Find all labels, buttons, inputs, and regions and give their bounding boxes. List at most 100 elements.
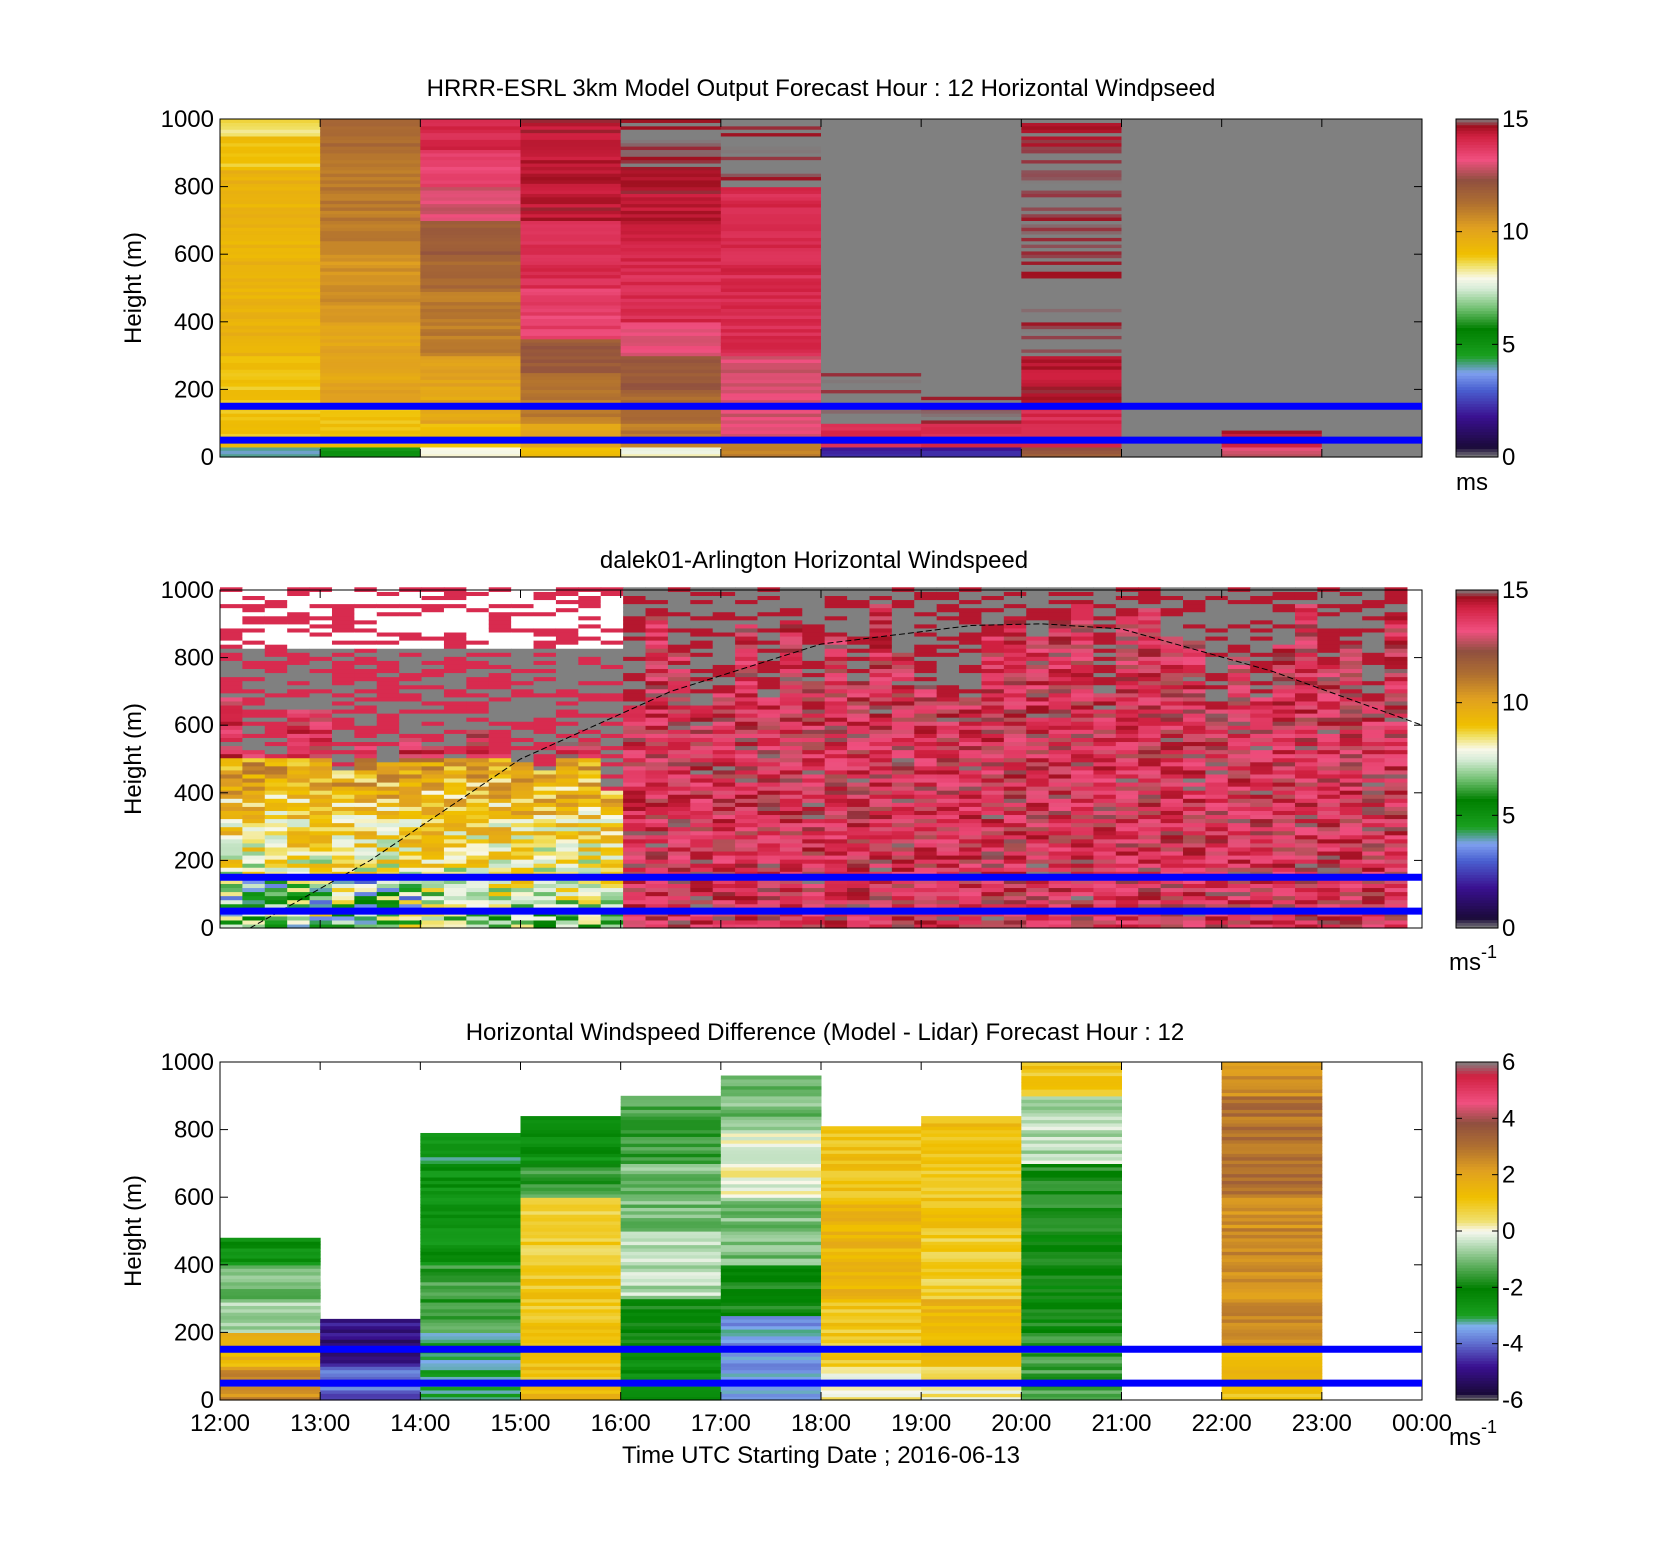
heatmap-cell (1160, 733, 1184, 738)
heatmap-cell (1026, 891, 1050, 897)
heatmap-cell (847, 923, 870, 929)
heatmap-cell (1321, 362, 1423, 367)
heatmap-cell (1093, 850, 1117, 856)
heatmap-cell (1138, 652, 1162, 657)
heatmap-cell (488, 652, 512, 657)
heatmap-cell (645, 644, 669, 649)
heatmap-cell (533, 802, 557, 807)
heatmap-cell (354, 765, 378, 771)
colorbar-segment (1456, 440, 1498, 444)
heatmap-cell (921, 196, 1022, 201)
heatmap-cell (1121, 389, 1223, 394)
heatmap-cell (645, 591, 669, 597)
heatmap-cell (779, 603, 803, 609)
heatmap-cell (869, 826, 893, 832)
heatmap-cell (220, 372, 321, 377)
heatmap-cell (420, 450, 521, 455)
heatmap-cell (779, 599, 803, 605)
heatmap-cell (1093, 684, 1117, 690)
heatmap-cell (645, 708, 669, 714)
heatmap-cell (354, 640, 378, 645)
heatmap-cell (578, 798, 602, 803)
heatmap-cell (555, 846, 579, 852)
heatmap-cell (1138, 607, 1162, 613)
heatmap-cell (287, 615, 311, 621)
heatmap-cell (443, 765, 467, 771)
heatmap-cell (420, 429, 521, 434)
heatmap-cell (443, 717, 467, 722)
heatmap-cell (821, 416, 922, 421)
heatmap-cell (620, 142, 722, 147)
heatmap-cell (936, 623, 960, 629)
heatmap-cell (466, 919, 490, 925)
heatmap-cell (220, 311, 321, 316)
heatmap-cell (1026, 895, 1050, 901)
heatmap-cell (220, 301, 321, 306)
heatmap-cell (354, 623, 378, 629)
heatmap-cell (376, 773, 400, 779)
heatmap-cell (1093, 680, 1117, 686)
heatmap-cell (1138, 749, 1162, 755)
heatmap-cell (331, 923, 355, 929)
heatmap-cell (1093, 757, 1117, 763)
heatmap-cell (824, 826, 848, 832)
heatmap-cell (242, 781, 266, 787)
heatmap-cell (376, 627, 400, 633)
heatmap-cell (1071, 684, 1094, 690)
colorbar-segment (1456, 245, 1498, 250)
heatmap-cell (376, 790, 400, 795)
heatmap-cell (1115, 615, 1139, 621)
heatmap-cell (331, 640, 355, 645)
heatmap-cell (511, 810, 535, 816)
heatmap-cell (420, 409, 521, 414)
heatmap-cell (891, 680, 915, 686)
heatmap-cell (720, 176, 822, 181)
heatmap-cell (735, 854, 758, 860)
heatmap-cell (921, 443, 1022, 448)
heatmap-cell (488, 838, 512, 844)
heatmap-cell (488, 644, 512, 649)
heatmap-cell (802, 652, 826, 657)
heatmap-cell (220, 179, 321, 184)
heatmap-cell (690, 810, 714, 816)
heatmap-cell (1048, 810, 1072, 816)
heatmap-cell (712, 684, 736, 690)
heatmap-cell (1115, 903, 1139, 909)
heatmap-cell (959, 644, 982, 649)
heatmap-cell (264, 733, 288, 738)
heatmap-cell (354, 721, 378, 726)
heatmap-cell (1026, 753, 1050, 759)
heatmap-cell (779, 704, 803, 710)
heatmap-cell (1048, 786, 1072, 791)
heatmap-cell (1115, 879, 1139, 884)
heatmap-cell (443, 891, 467, 897)
heatmap-cell (959, 786, 982, 791)
heatmap-cell (869, 603, 893, 609)
heatmap-cell (667, 899, 691, 905)
heatmap-cell (399, 672, 423, 678)
heatmap-cell (287, 696, 311, 702)
heatmap-cell (914, 834, 938, 840)
heatmap-cell (421, 867, 445, 872)
heatmap-cell (1121, 213, 1223, 218)
heatmap-cell (578, 741, 602, 747)
heatmap-cell (921, 230, 1022, 235)
heatmap-cell (1003, 700, 1027, 706)
heatmap-cell (869, 672, 893, 678)
heatmap-cell (1021, 342, 1122, 347)
heatmap-cell (320, 271, 421, 276)
heatmap-cell (1026, 761, 1050, 767)
heatmap-cell (735, 822, 758, 828)
heatmap-cell (331, 818, 355, 824)
heatmap-cell (1121, 196, 1223, 201)
heatmap-cell (420, 413, 521, 418)
heatmap-cell (914, 794, 938, 799)
heatmap-cell (309, 899, 333, 905)
heatmap-cell (488, 741, 512, 747)
heatmap-cell (757, 721, 781, 726)
heatmap-cell (914, 684, 938, 690)
heatmap-cell (757, 611, 781, 617)
heatmap-cell (981, 899, 1005, 905)
panel-lidar: dalek01-Arlington Horizontal Windspeed 0… (120, 547, 1529, 976)
heatmap-cell (847, 834, 870, 840)
